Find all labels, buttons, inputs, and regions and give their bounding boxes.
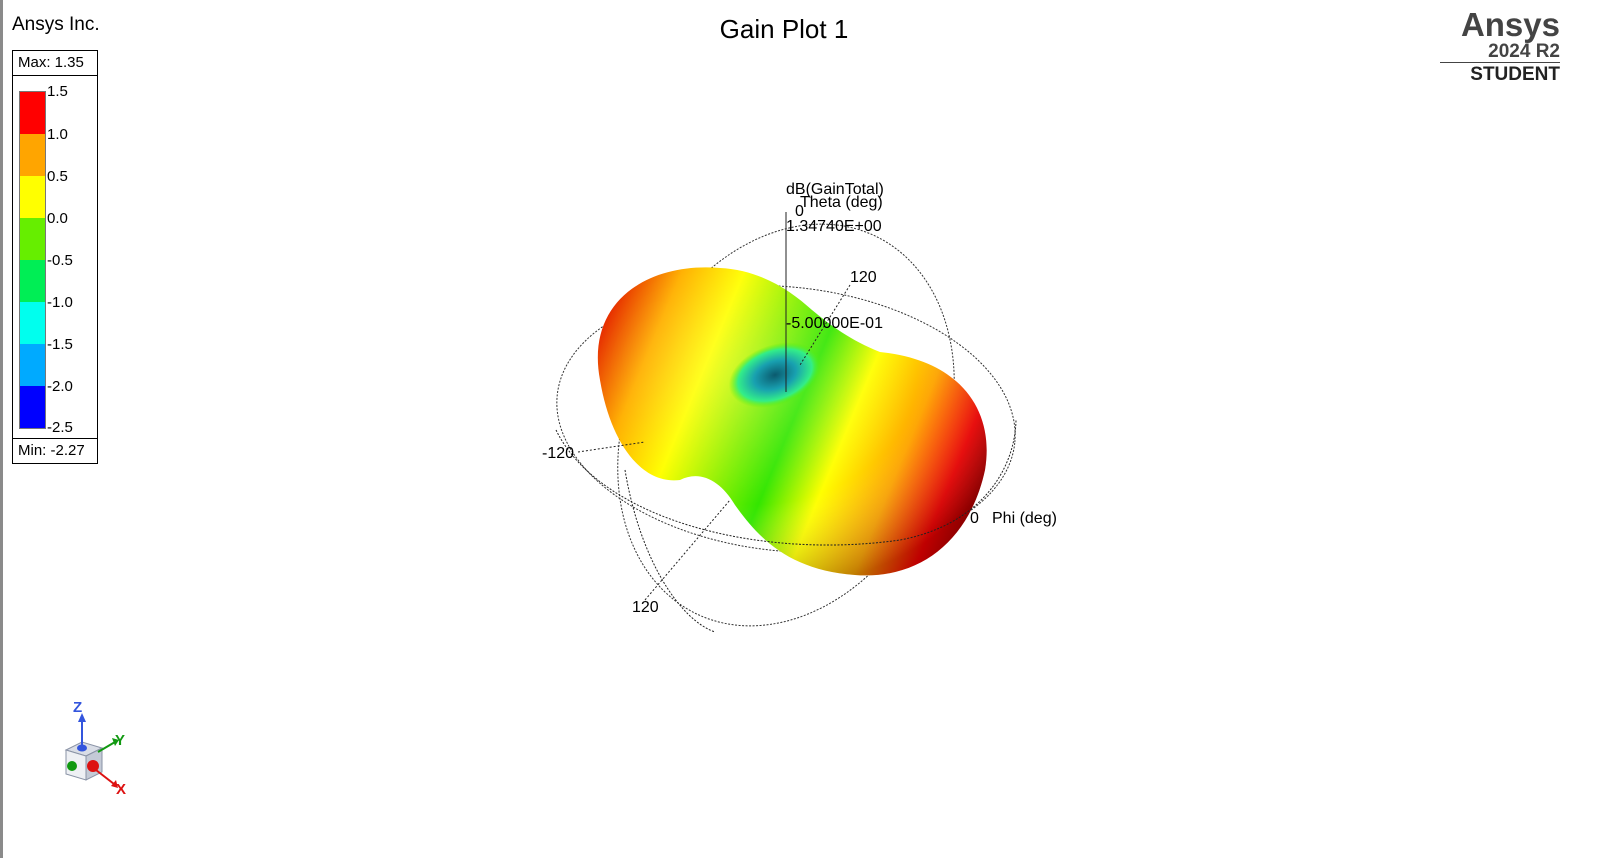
max-value-label: 1.34740E+00 xyxy=(786,218,882,235)
legend-max: Max: 1.35 xyxy=(12,50,98,76)
legend-band xyxy=(20,218,45,260)
phi-zero-tick: 0 xyxy=(970,510,979,527)
x-axis-label: X xyxy=(116,781,126,798)
legend-tick: -1.0 xyxy=(47,294,73,311)
legend-band xyxy=(20,302,45,344)
tick-minus-120: -120 xyxy=(542,445,574,462)
legend-tick: 0.0 xyxy=(47,210,68,227)
legend-band xyxy=(20,260,45,302)
brand-edition: STUDENT xyxy=(1470,64,1560,85)
legend-band xyxy=(20,134,45,176)
legend-body: 1.5 1.0 0.5 0.0 -0.5 -1.0 -1.5 -2.0 -2.5 xyxy=(12,76,98,438)
z-axis-label: Z xyxy=(73,700,82,716)
theta-axis-label: Theta (deg) xyxy=(800,194,883,211)
color-legend[interactable]: Max: 1.35 1.5 1.0 0.5 0.0 -0.5 -1.0 -1.5… xyxy=(12,50,98,464)
legend-tick: 1.5 xyxy=(47,83,68,100)
theta-zero-tick: 0 xyxy=(795,203,804,220)
quantity-label: dB(GainTotal) xyxy=(786,181,884,198)
legend-band xyxy=(20,92,45,134)
ansys-logo: Ansys 2024 R2 STUDENT xyxy=(1440,8,1560,87)
tick-120-top: 120 xyxy=(850,269,877,286)
legend-tick: 0.5 xyxy=(47,168,68,185)
brand-version: 2024 R2 xyxy=(1440,42,1560,63)
phi-axis-label: Phi (deg) xyxy=(992,510,1057,527)
legend-color-bar xyxy=(19,91,46,429)
plot-title-text: Gain Plot 1 xyxy=(719,14,849,44)
x-axis-arrow xyxy=(95,769,115,785)
legend-band xyxy=(20,176,45,218)
window-left-border xyxy=(0,0,3,858)
legend-tick: -0.5 xyxy=(47,252,73,269)
legend-tick: -2.0 xyxy=(47,378,73,395)
reference-rings-front xyxy=(555,212,1017,633)
gain-surface xyxy=(597,267,987,576)
legend-band xyxy=(20,344,45,386)
tick-120-bottom: 120 xyxy=(632,599,659,616)
y-axis-arrow xyxy=(97,741,116,753)
legend-band xyxy=(20,386,45,428)
orientation-triad[interactable]: Z Y X xyxy=(58,700,138,800)
mid-value-label: -5.00000E-01 xyxy=(786,315,883,332)
brand-name: Ansys xyxy=(1460,6,1560,43)
legend-tick: 1.0 xyxy=(47,126,68,143)
plot-title: Gain Plot 1 xyxy=(0,14,1612,45)
cube-icon xyxy=(64,741,104,781)
legend-tick: -1.5 xyxy=(47,336,73,353)
legend-tick: -2.5 xyxy=(47,419,73,436)
company-label: Ansys Inc. xyxy=(12,14,100,35)
y-axis-label: Y xyxy=(115,732,125,749)
legend-min: Min: -2.27 xyxy=(12,438,98,464)
